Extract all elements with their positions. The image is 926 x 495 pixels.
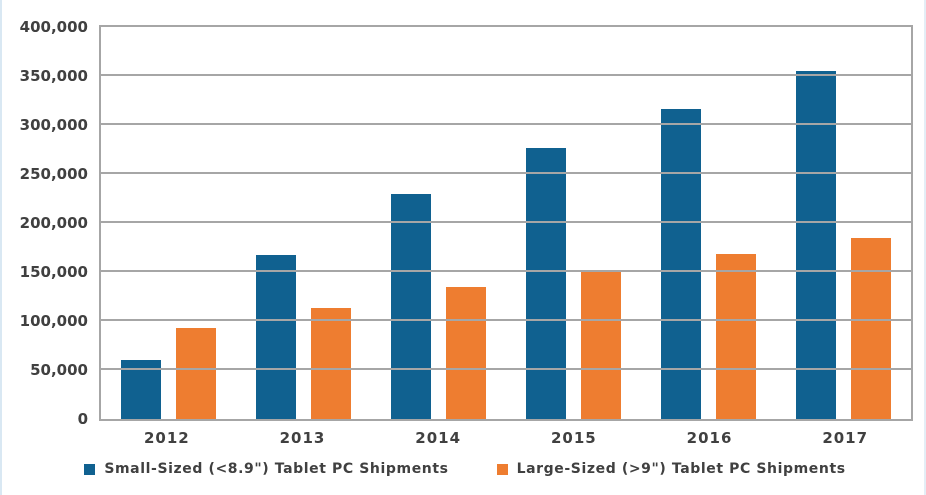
y-tick-label: 0 — [77, 410, 88, 428]
gridline — [101, 123, 911, 125]
y-tick-label: 300,000 — [19, 116, 88, 134]
bar-small-2014 — [391, 193, 431, 419]
bar-group-2017 — [776, 27, 911, 419]
x-tick-label: 2014 — [415, 429, 462, 447]
legend-swatch-small-icon — [84, 463, 96, 475]
bar-group-2016 — [641, 27, 776, 419]
bar-group-2013 — [236, 27, 371, 419]
bar-large-2015 — [581, 271, 621, 419]
gridline — [101, 368, 911, 370]
y-tick-label: 150,000 — [19, 263, 88, 281]
y-tick-label: 100,000 — [19, 312, 88, 330]
gridline — [101, 270, 911, 272]
y-tick-label: 250,000 — [19, 165, 88, 183]
gridline — [101, 221, 911, 223]
legend-label-small: Small-Sized (<8.9") Tablet PC Shipments — [104, 461, 449, 477]
bar-large-2017 — [851, 237, 891, 419]
bar-group-2014 — [371, 27, 506, 419]
plot-area — [99, 25, 913, 421]
legend-label-large: Large-Sized (>9") Tablet PC Shipments — [516, 461, 846, 477]
gridline — [101, 172, 911, 174]
bar-small-2013 — [256, 255, 296, 419]
legend-swatch-large-icon — [496, 463, 508, 475]
bar-small-2015 — [526, 147, 566, 419]
x-tick-label: 2015 — [550, 429, 597, 447]
y-tick-label: 350,000 — [19, 67, 88, 85]
bar-small-2012 — [121, 360, 161, 419]
bar-large-2012 — [176, 327, 216, 419]
legend-item-small: Small-Sized (<8.9") Tablet PC Shipments — [84, 461, 448, 477]
bar-large-2013 — [311, 308, 351, 419]
x-tick-label: 2016 — [686, 429, 733, 447]
legend: Small-Sized (<8.9") Tablet PC Shipments … — [2, 461, 924, 477]
x-axis: 2012 2013 2014 2015 2016 2017 — [99, 429, 913, 447]
y-tick-label: 50,000 — [30, 361, 88, 379]
bar-groups — [101, 27, 911, 419]
x-tick-label: 2013 — [279, 429, 326, 447]
bar-small-2017 — [796, 71, 836, 419]
bar-group-2015 — [506, 27, 641, 419]
y-axis: 0 50,000 100,000 150,000 200,000 250,000 300,0… — [2, 18, 88, 428]
gridline — [101, 74, 911, 76]
x-tick-label: 2012 — [143, 429, 190, 447]
x-tick-label: 2017 — [822, 429, 869, 447]
y-tick-label: 400,000 — [19, 18, 88, 36]
legend-item-large: Large-Sized (>9") Tablet PC Shipments — [496, 461, 846, 477]
gridline — [101, 319, 911, 321]
bar-large-2016 — [716, 254, 756, 419]
bar-group-2012 — [101, 27, 236, 419]
bar-small-2016 — [661, 109, 701, 419]
bar-large-2014 — [446, 286, 486, 419]
y-tick-label: 200,000 — [19, 214, 88, 232]
